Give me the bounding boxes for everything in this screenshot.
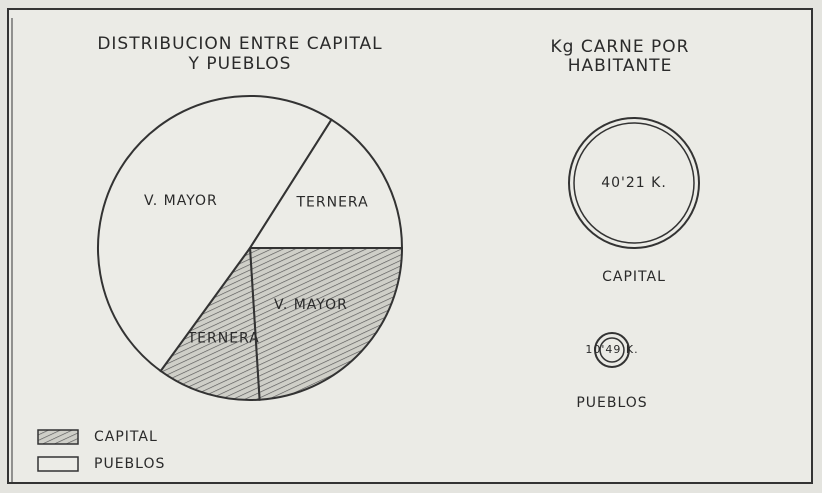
pie-title: Y PUEBLOS	[188, 54, 292, 74]
category-label: PUEBLOS	[576, 395, 647, 411]
pie-slice	[248, 247, 404, 401]
slice-label: V. MAYOR	[274, 297, 348, 313]
pie-slice	[248, 118, 404, 249]
legend-swatch	[37, 429, 79, 445]
value-circle-inner	[573, 122, 695, 244]
value-label: 40'21 K.	[601, 175, 667, 191]
value-label: 10'49 K.	[585, 343, 638, 356]
slice-label: V. MAYOR	[144, 193, 218, 209]
slice-label: TERNERA	[295, 195, 368, 211]
circle-title: HABITANTE	[568, 56, 673, 76]
value-circle	[594, 332, 630, 368]
value-circle	[568, 117, 700, 249]
pie-slice	[159, 245, 261, 401]
value-circle-inner	[599, 337, 625, 363]
legend-swatch	[37, 456, 79, 472]
pie-title: DISTRIBUCION ENTRE CAPITAL	[97, 34, 382, 54]
circle-title: Kg CARNE POR	[551, 37, 690, 57]
pie-slice	[96, 95, 333, 373]
category-label: CAPITAL	[602, 269, 666, 285]
legend-label: PUEBLOS	[94, 456, 165, 472]
slice-label: TERNERA	[187, 330, 260, 346]
legend-label: CAPITAL	[94, 429, 158, 445]
